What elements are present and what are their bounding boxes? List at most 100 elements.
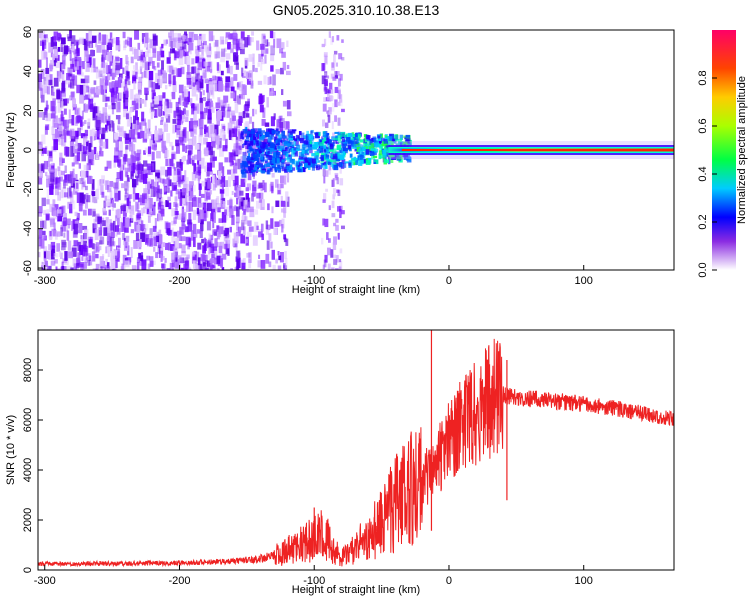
spectrogram-cell [111, 121, 115, 132]
spectrogram-cell [248, 133, 252, 138]
spectrogram-cell [251, 121, 255, 132]
spectrogram-cell [134, 221, 139, 232]
spectrogram-cell [203, 254, 208, 262]
spectrogram-cell [247, 160, 253, 165]
spectrogram-cell [348, 161, 352, 166]
spectrogram-cell [242, 226, 246, 236]
spectrogram-cell [334, 172, 339, 179]
spectrogram-cell [105, 198, 111, 207]
spectrogram-cell [63, 119, 67, 130]
spectrogram-cell [233, 240, 237, 248]
spectrogram-y-tick-label: -20 [22, 181, 34, 197]
spectrogram-cell [363, 134, 368, 138]
spectrogram-cell [115, 178, 119, 183]
spectrogram-cell [234, 175, 239, 186]
spectrogram-cell [160, 205, 164, 215]
spectrogram-cell [81, 72, 84, 77]
spectrogram-cell [87, 208, 92, 216]
spectrogram-cell [131, 265, 136, 270]
spectrogram-cell [327, 161, 332, 166]
spectrogram-cell [78, 163, 82, 169]
spectrogram-cell [320, 163, 324, 168]
spectrogram-cell [151, 97, 155, 104]
spectrogram-cell [145, 67, 150, 79]
spectrogram-cell [258, 150, 262, 154]
spectrogram-cell [232, 115, 236, 121]
spectrogram-cell [338, 265, 342, 270]
spectrogram-cell [259, 141, 264, 148]
spectrogram-cell [57, 32, 61, 41]
spectrogram-cell [125, 90, 129, 97]
spectrogram-cell [191, 86, 197, 97]
spectrogram-cell [52, 53, 55, 61]
spectrogram-cell [216, 110, 221, 121]
spectrogram-cell [105, 226, 111, 234]
spectrogram-cell [217, 207, 221, 213]
spectrogram-cell [121, 205, 126, 212]
spectrogram-cell [390, 141, 394, 145]
spectrogram-cell [98, 133, 102, 143]
spectrogram-cell [233, 153, 236, 161]
spectrogram-cell [237, 158, 241, 170]
spectrogram-cell [197, 39, 202, 45]
spectrogram-cell [296, 144, 301, 151]
spectrogram-cell [243, 70, 247, 77]
spectrogram-cell [245, 193, 250, 201]
spectrogram-cell [38, 73, 42, 82]
spectrogram-cell [138, 219, 143, 224]
spectrogram-cell [106, 114, 111, 121]
spectrogram-cell [153, 109, 158, 118]
spectrogram-cell [63, 232, 66, 238]
spectrogram-cell [283, 175, 287, 185]
spectrogram-cell [403, 154, 409, 158]
spectrogram-cell [196, 229, 201, 234]
spectrogram-cell [130, 56, 134, 64]
spectrogram-cell [190, 132, 194, 137]
spectrogram-cell [214, 176, 218, 188]
spectrogram-cell [298, 155, 304, 160]
spectrogram-cell [265, 220, 269, 230]
spectrogram-cell [146, 163, 152, 171]
spectrogram-cell [153, 140, 157, 151]
colorbar-tick-label: 0.8 [697, 70, 709, 85]
spectrogram-cell [273, 38, 276, 48]
spectrogram-cell [96, 106, 100, 116]
spectrogram-cell [77, 241, 81, 252]
spectrogram-cell [190, 66, 195, 74]
spectrogram-cell [322, 199, 326, 203]
spectrogram-cell [128, 201, 131, 210]
spectrogram-cell [80, 263, 84, 270]
spectrogram-cell [41, 230, 46, 240]
spectrogram-cell [214, 39, 219, 47]
spectrogram-cell [38, 163, 43, 173]
spectrogram-cell [319, 145, 324, 149]
spectrogram-cell [85, 253, 91, 261]
spectrogram-cell [76, 212, 80, 221]
spectrogram-cell [102, 141, 106, 149]
spectrogram-cell [304, 158, 309, 163]
spectrogram-cell [405, 135, 411, 141]
spectrogram-cell [347, 132, 353, 137]
spectrogram-cell [335, 156, 341, 162]
spectrogram-cell [185, 201, 191, 212]
spectrogram-cell [239, 190, 244, 196]
spectrogram-cell [212, 75, 217, 81]
spectrogram-cell [259, 43, 265, 50]
spectrogram-cell [127, 81, 131, 86]
spectrogram-cell [41, 84, 46, 95]
spectrogram-cell [204, 126, 209, 137]
spectrogram-cell [168, 36, 172, 47]
spectrogram-cell [56, 243, 60, 252]
spectrogram-cell [362, 151, 367, 156]
spectrogram-cell [150, 179, 154, 187]
spectrogram-cell [224, 36, 228, 45]
spectrogram-cell [52, 210, 58, 220]
spectrogram-cell [58, 121, 63, 132]
spectrogram-cell [189, 181, 194, 186]
spectrogram-cell [233, 243, 238, 248]
spectrogram-cell [72, 130, 77, 138]
spectrogram-cell [101, 141, 106, 149]
spectrogram-cell [83, 105, 89, 112]
spectrogram-cell [205, 61, 210, 73]
spectrogram-cell [333, 54, 336, 63]
